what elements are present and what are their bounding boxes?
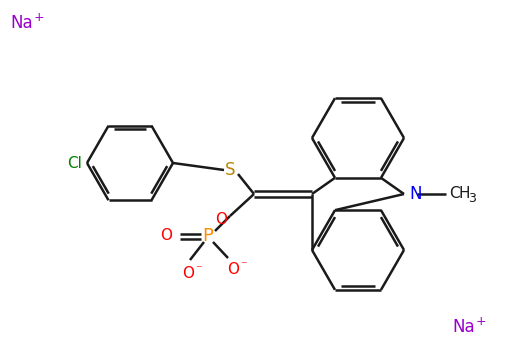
Text: ⁻: ⁻ [240,260,246,273]
Text: ⁻: ⁻ [195,263,201,276]
Text: C: C [449,186,460,201]
Text: H: H [458,186,470,201]
Text: O: O [182,267,194,282]
Text: +: + [476,315,486,328]
Text: Na: Na [452,318,475,336]
Text: Cl: Cl [67,156,82,171]
Text: S: S [225,161,235,179]
Text: O: O [227,262,239,277]
Text: P: P [203,227,214,245]
Text: +: + [34,11,45,24]
Text: 3: 3 [468,192,476,205]
Text: O: O [160,229,172,244]
Text: Na: Na [10,14,33,32]
Text: N: N [409,185,421,203]
Text: O: O [215,213,227,228]
